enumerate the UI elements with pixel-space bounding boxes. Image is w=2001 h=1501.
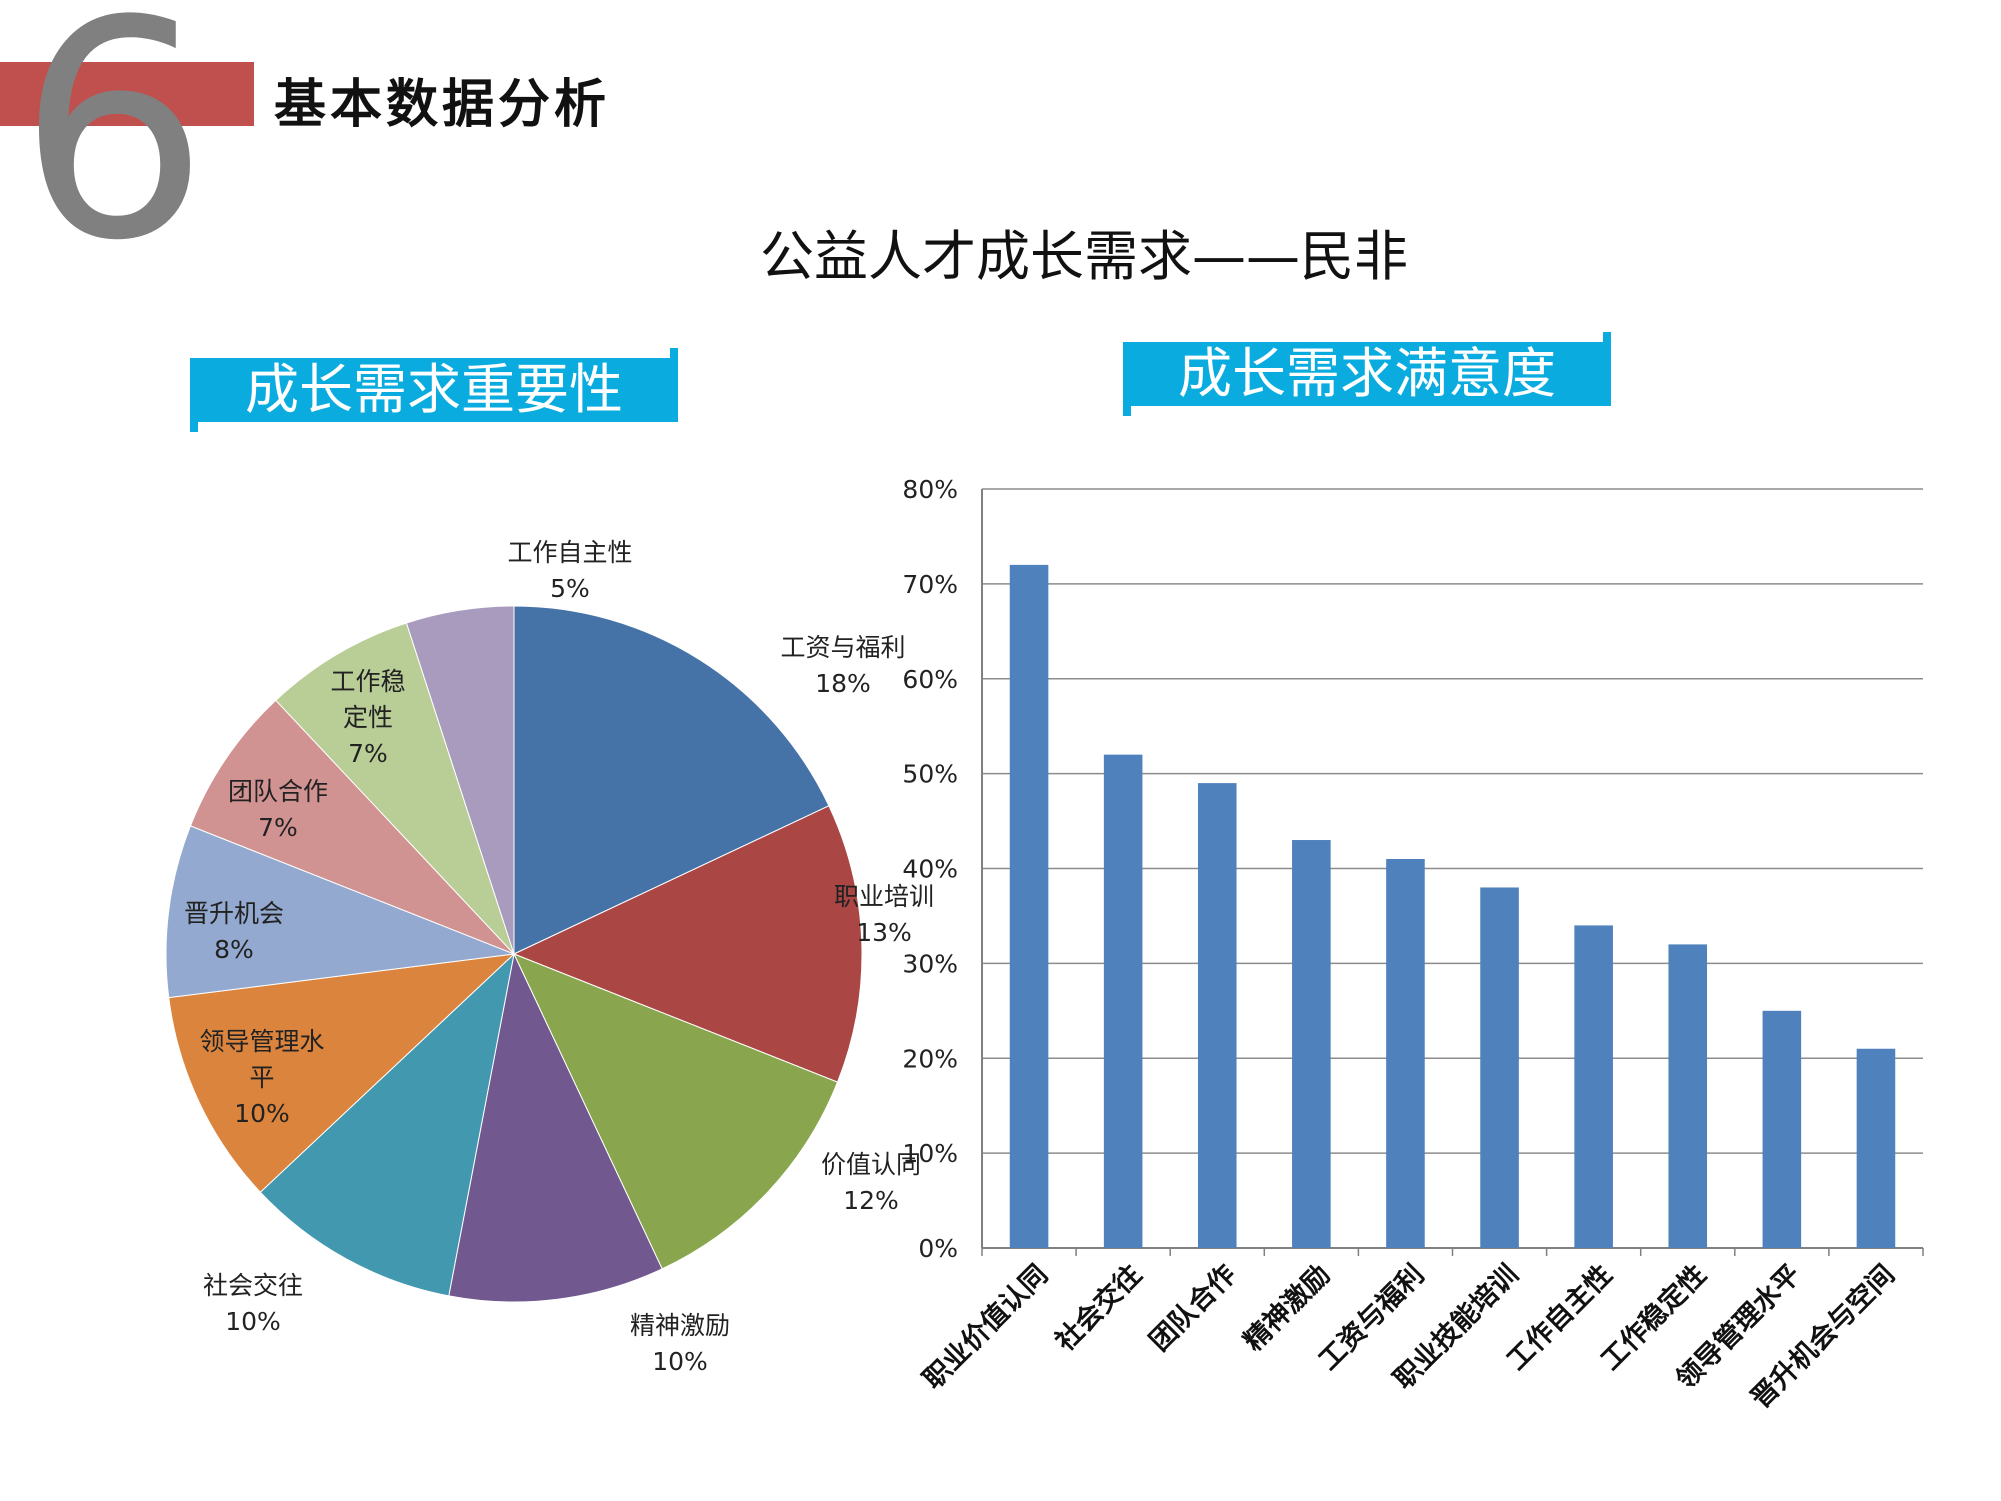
pie-slice-value: 13% xyxy=(856,918,912,947)
pie-slice-value: 8% xyxy=(214,935,254,964)
y-tick-label: 40% xyxy=(902,855,958,884)
pie-slice-name: 社会交往 xyxy=(203,1271,303,1300)
pie-slice xyxy=(168,953,516,1193)
x-category-label: 社会交往 xyxy=(1049,1258,1148,1357)
y-tick-label: 60% xyxy=(902,665,958,694)
pie-slice-name: 定性 xyxy=(343,703,393,732)
pie-slice xyxy=(259,952,515,1297)
y-tick-label: 70% xyxy=(902,570,958,599)
x-category-label: 职业价值认同 xyxy=(918,1259,1054,1395)
pie-slice-value: 18% xyxy=(815,669,871,698)
y-tick-label: 80% xyxy=(902,475,958,504)
pie-slice-value: 7% xyxy=(348,739,388,768)
bar xyxy=(1762,1010,1802,1248)
y-tick-label: 30% xyxy=(902,949,958,978)
pie-slice-value: 12% xyxy=(843,1186,899,1215)
pie-slice-name: 精神激励 xyxy=(630,1311,730,1340)
pie-slice-value: 5% xyxy=(550,574,590,603)
pie-slice-name: 价值认同 xyxy=(821,1150,921,1179)
bar xyxy=(1480,887,1519,1248)
pie-slice xyxy=(405,605,515,955)
pie-chart-title: 成长需求重要性 xyxy=(190,348,678,432)
section-title: 基本数据分析 xyxy=(274,75,611,135)
pie-slice-name: 团队合作 xyxy=(228,777,328,806)
bar xyxy=(1103,754,1143,1248)
bar xyxy=(1668,944,1708,1248)
y-tick-label: 50% xyxy=(902,760,958,789)
x-category-label: 团队合作 xyxy=(1143,1258,1242,1357)
pie-slice xyxy=(513,605,830,955)
pie-slice-value: 10% xyxy=(225,1307,281,1336)
pie-slice xyxy=(275,622,515,955)
bar xyxy=(1009,564,1049,1248)
pie-slice xyxy=(448,952,663,1303)
pie-slice xyxy=(512,805,863,1083)
section-number: 6 xyxy=(18,0,209,306)
x-category-label: 精神激励 xyxy=(1237,1258,1336,1357)
pie-slice xyxy=(513,953,839,1270)
bar-chart-title: 成长需求满意度 xyxy=(1123,332,1611,416)
pie-slice-name: 晋升机会 xyxy=(184,899,284,928)
pie-slice-name: 工资与福利 xyxy=(780,633,905,662)
section-accent-band xyxy=(0,62,254,126)
y-tick-label: 0% xyxy=(918,1234,958,1263)
pie-slice-value: 10% xyxy=(652,1347,708,1376)
y-tick-label: 20% xyxy=(902,1044,958,1073)
pie-slice-name: 领导管理水 xyxy=(199,1027,324,1056)
pie-slice-name: 工作自主性 xyxy=(507,538,632,567)
y-tick-label: 10% xyxy=(902,1139,958,1168)
pie-slice-name: 职业培训 xyxy=(834,882,934,911)
pie-slice xyxy=(189,699,515,955)
page-title: 公益人才成长需求——民非 xyxy=(760,225,1408,288)
pie-slice-value: 10% xyxy=(234,1099,290,1128)
bar xyxy=(1386,859,1425,1248)
pie-slice-value: 7% xyxy=(258,813,298,842)
bar xyxy=(1856,1048,1896,1248)
bar xyxy=(1574,925,1613,1248)
bar xyxy=(1292,840,1331,1248)
pie-slice-name: 平 xyxy=(249,1063,274,1092)
pie-slice-name: 工作稳 xyxy=(330,667,405,696)
bar xyxy=(1197,783,1237,1248)
pie-slice xyxy=(165,825,515,999)
